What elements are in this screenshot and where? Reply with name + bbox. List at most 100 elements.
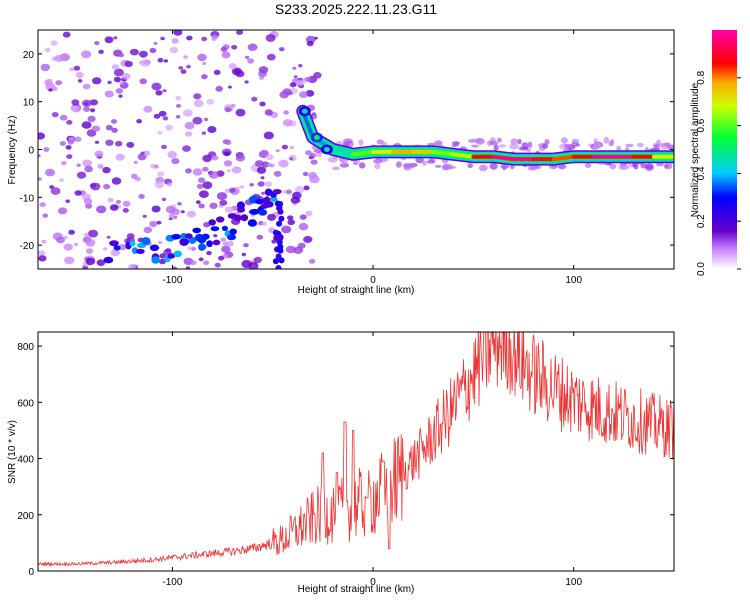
noise-blob [305,210,313,217]
band-blob [188,236,197,244]
noise-blob [223,242,228,246]
streak-blob [276,239,283,246]
band-blob [151,256,160,264]
noise-blob [281,144,288,150]
band-blob [113,245,121,251]
noise-blob [196,183,204,189]
noise-blob [168,213,175,218]
noise-blob [287,219,296,226]
snr-frame [37,331,675,572]
noise-blob [126,141,135,148]
noise-blob [185,131,193,137]
noise-blob [50,187,61,195]
band-blob [216,216,225,223]
noise-blob [115,199,122,204]
noise-blob [115,140,123,147]
noise-blob [197,53,207,62]
noise-blob [69,67,75,72]
halo-blob [625,143,634,148]
x-tick-label: 0 [370,275,376,286]
noise-blob [283,110,289,115]
band-blob [141,237,151,245]
noise-blob [161,197,167,202]
noise-blob [153,113,161,119]
noise-blob [82,99,92,108]
noise-blob [59,141,66,146]
halo-blob [497,137,502,143]
halo-blob [645,163,654,170]
noise-blob [55,80,63,86]
noise-blob [76,171,87,179]
spectrogram-heat-layer [38,30,674,269]
noise-blob [160,36,166,41]
noise-blob [111,177,122,185]
noise-blob [91,125,101,132]
halo-blob [472,138,483,143]
halo-blob [374,163,381,170]
noise-blob [74,136,82,142]
noise-blob [115,88,124,94]
band-blob [240,214,249,222]
band-blob [247,219,257,227]
noise-blob [68,229,75,235]
noise-blob [249,183,254,187]
noise-blob [264,181,273,187]
band-blob [212,239,221,246]
noise-blob [222,51,230,58]
noise-blob [105,139,114,146]
noise-blob [138,194,145,199]
noise-blob [175,115,181,119]
noise-blob [140,151,145,155]
noise-blob [299,214,307,220]
noise-blob [187,246,192,250]
noise-blob [296,79,306,86]
noise-blob [292,66,297,70]
noise-blob [180,210,185,214]
halo-blob [603,136,610,144]
noise-blob [122,208,129,213]
noise-blob [201,74,208,80]
halo-blob [542,143,548,149]
noise-blob [298,222,309,231]
noise-blob [154,165,159,169]
noise-blob [273,170,282,177]
noise-blob [289,146,294,149]
noise-blob [285,189,292,195]
noise-blob [142,214,147,218]
noise-blob [261,191,265,195]
halo-blob [517,138,522,145]
noise-blob [283,119,293,127]
noise-blob [223,160,233,167]
noise-blob [214,262,221,268]
noise-blob [261,221,267,226]
noise-blob [121,73,131,80]
noise-blob [81,50,92,59]
noise-blob [85,248,94,254]
noise-blob [177,202,182,206]
noise-blob [251,96,258,102]
noise-blob [308,258,316,264]
noise-blob [47,78,52,82]
noise-blob [201,36,208,42]
halo-blob [527,141,533,149]
noise-blob [85,203,93,209]
halo-blob [500,164,510,169]
y-tick-label: 800 [17,342,34,353]
noise-blob [73,65,81,71]
noise-blob [157,171,165,177]
noise-blob [224,206,234,213]
noise-blob [282,190,287,194]
halo-blob [593,142,601,150]
halo-blob [518,146,529,151]
noise-blob [63,243,73,251]
noise-blob [203,260,210,266]
colorbar-label: Normalized spectral amplitude [690,82,701,217]
noise-blob [167,150,177,159]
noise-blob [224,139,232,145]
halo-blob [593,138,598,143]
noise-blob [65,199,70,203]
noise-blob [163,59,169,63]
halo-blob [339,162,350,168]
noise-blob [186,210,196,218]
noise-blob [236,30,244,35]
